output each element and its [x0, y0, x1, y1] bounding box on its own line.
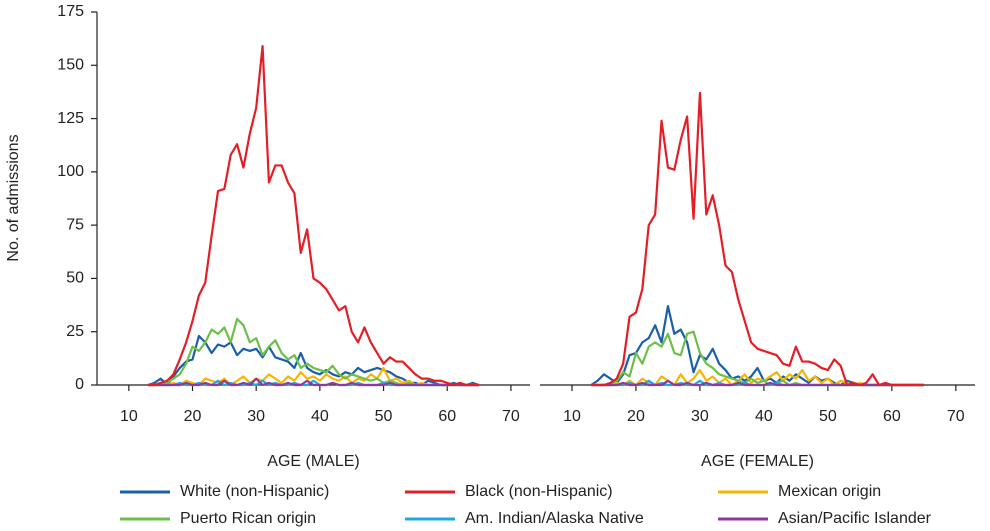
series-line	[147, 377, 480, 387]
legend-label: Black (non-Hispanic)	[465, 483, 613, 500]
series-line	[147, 366, 480, 387]
x-axis-label: AGE (MALE)	[267, 453, 359, 470]
x-tick-label: 50	[819, 408, 837, 425]
x-tick-label: 70	[947, 408, 965, 425]
y-tick-label: 75	[66, 216, 84, 233]
y-tick-label: 125	[57, 110, 84, 127]
x-tick-label: 50	[375, 408, 393, 425]
x-axis-label: AGE (FEMALE)	[701, 453, 814, 470]
series-line	[591, 91, 924, 387]
x-tick-label: 30	[691, 408, 709, 425]
y-tick-label: 50	[66, 270, 84, 287]
series-line	[147, 317, 480, 387]
y-tick-label: 175	[57, 3, 84, 20]
y-tick-label: 150	[57, 57, 84, 74]
x-tick-label: 40	[755, 408, 773, 425]
series-line	[147, 45, 480, 387]
x-tick-label: 60	[883, 408, 901, 425]
y-tick-label: 25	[66, 323, 84, 340]
legend-label: White (non-Hispanic)	[180, 483, 329, 500]
legend-label: Mexican origin	[778, 483, 881, 500]
legend-label: Asian/Pacific Islander	[778, 510, 932, 527]
x-tick-label: 60	[438, 408, 456, 425]
y-tick-label: 100	[57, 163, 84, 180]
series-line	[591, 379, 924, 387]
x-tick-label: 70	[502, 408, 520, 425]
series-line	[590, 305, 924, 387]
x-tick-label: 20	[627, 408, 645, 425]
y-axis-label: No. of admissions	[5, 134, 22, 261]
x-tick-label: 20	[184, 408, 202, 425]
x-tick-label: 10	[120, 408, 138, 425]
x-tick-label: 40	[311, 408, 329, 425]
legend-label: Puerto Rican origin	[180, 510, 316, 527]
legend-label: Am. Indian/Alaska Native	[465, 510, 644, 527]
x-tick-label: 30	[247, 408, 265, 425]
x-tick-label: 10	[563, 408, 581, 425]
y-tick-label: 0	[75, 376, 84, 393]
